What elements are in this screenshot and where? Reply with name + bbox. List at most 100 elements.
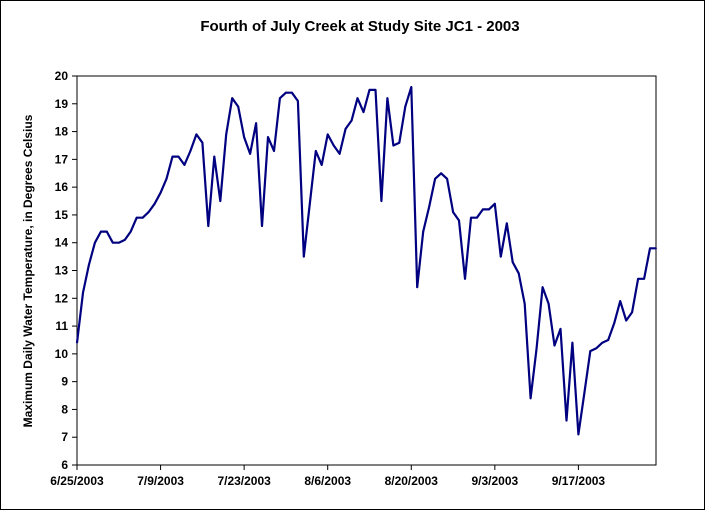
x-tick-label: 8/20/2003 bbox=[385, 474, 439, 488]
data-point bbox=[267, 136, 269, 139]
data-point bbox=[655, 247, 657, 250]
y-tick-label: 7 bbox=[61, 430, 68, 444]
data-point bbox=[589, 350, 592, 352]
data-point bbox=[279, 97, 281, 100]
data-point bbox=[553, 344, 556, 347]
data-point bbox=[141, 216, 144, 219]
data-point bbox=[350, 119, 353, 122]
plot-border bbox=[76, 75, 657, 466]
data-point bbox=[428, 205, 431, 208]
data-point bbox=[422, 230, 425, 233]
data-point bbox=[249, 152, 252, 155]
data-point bbox=[213, 155, 216, 158]
data-point bbox=[225, 133, 228, 136]
data-point bbox=[637, 277, 639, 280]
data-point bbox=[613, 322, 616, 325]
data-point bbox=[386, 97, 389, 100]
data-point bbox=[207, 225, 210, 227]
data-point bbox=[189, 150, 192, 152]
data-point bbox=[559, 328, 562, 330]
data-point bbox=[326, 133, 329, 136]
y-tick-label: 15 bbox=[55, 208, 69, 222]
data-point bbox=[577, 433, 580, 436]
data-point bbox=[285, 91, 287, 94]
data-point bbox=[165, 177, 168, 180]
data-point bbox=[607, 339, 610, 341]
data-point bbox=[392, 144, 395, 147]
data-point bbox=[177, 155, 180, 158]
data-point bbox=[368, 89, 371, 91]
x-tick-label: 6/25/2003 bbox=[50, 474, 104, 488]
data-point bbox=[105, 230, 108, 233]
data-point bbox=[464, 277, 466, 280]
y-tick-label: 20 bbox=[55, 69, 69, 83]
data-point bbox=[153, 202, 156, 205]
data-point bbox=[398, 141, 401, 144]
data-point bbox=[649, 247, 651, 250]
series-line bbox=[75, 85, 656, 436]
data-point bbox=[314, 150, 317, 152]
data-point bbox=[416, 286, 419, 289]
x-tick-label: 7/9/2003 bbox=[137, 474, 184, 488]
x-tick-label: 9/3/2003 bbox=[471, 474, 518, 488]
data-point bbox=[159, 191, 162, 194]
data-point bbox=[380, 200, 383, 202]
data-point bbox=[505, 222, 508, 225]
data-point bbox=[541, 286, 544, 289]
data-point bbox=[82, 291, 84, 294]
data-point bbox=[338, 152, 341, 155]
data-point bbox=[458, 219, 460, 222]
data-point bbox=[511, 261, 514, 264]
y-tick-label: 6 bbox=[61, 458, 68, 472]
data-point bbox=[117, 241, 120, 244]
data-point bbox=[470, 216, 472, 219]
y-tick-label: 17 bbox=[55, 152, 69, 166]
data-point bbox=[297, 100, 299, 102]
data-point bbox=[446, 177, 448, 180]
data-point bbox=[76, 341, 78, 344]
y-tick-label: 16 bbox=[55, 180, 69, 194]
data-point bbox=[237, 105, 240, 108]
data-point bbox=[273, 150, 275, 152]
x-tick-label: 7/23/2003 bbox=[217, 474, 271, 488]
y-tick-label: 11 bbox=[55, 319, 68, 333]
data-point bbox=[255, 122, 257, 125]
data-point bbox=[308, 202, 311, 205]
data-point bbox=[362, 111, 365, 113]
data-point bbox=[320, 164, 323, 166]
data-point bbox=[493, 202, 496, 205]
data-point bbox=[147, 211, 150, 214]
data-point bbox=[332, 144, 335, 147]
data-point bbox=[434, 177, 436, 180]
data-point bbox=[452, 211, 454, 214]
data-point bbox=[643, 277, 645, 280]
x-tick-label: 9/17/2003 bbox=[552, 474, 606, 488]
data-point bbox=[529, 397, 532, 400]
chart-title: Fourth of July Creek at Study Site JC1 -… bbox=[200, 18, 519, 35]
data-point bbox=[523, 302, 526, 305]
data-point bbox=[302, 255, 305, 258]
data-point bbox=[625, 319, 628, 322]
y-axis: 6 7 8 9 10 11 12 13 14 15 16 17 18 19 20 bbox=[55, 69, 77, 472]
data-point bbox=[171, 155, 174, 158]
data-point bbox=[517, 272, 520, 275]
data-point bbox=[547, 302, 550, 305]
data-point bbox=[356, 97, 359, 100]
data-point bbox=[404, 105, 407, 108]
data-point bbox=[201, 141, 204, 144]
data-point bbox=[595, 347, 598, 350]
data-point bbox=[499, 255, 502, 258]
data-point bbox=[565, 419, 568, 422]
data-point bbox=[100, 230, 102, 233]
data-point bbox=[261, 225, 263, 227]
data-point bbox=[601, 341, 604, 344]
data-point bbox=[535, 347, 538, 350]
data-point bbox=[374, 89, 377, 91]
data-point bbox=[111, 241, 114, 244]
data-point bbox=[571, 341, 574, 344]
y-axis-title: Maximum Daily Water Temperature, in Degr… bbox=[21, 114, 35, 427]
data-point bbox=[88, 264, 90, 266]
data-point bbox=[410, 86, 413, 88]
